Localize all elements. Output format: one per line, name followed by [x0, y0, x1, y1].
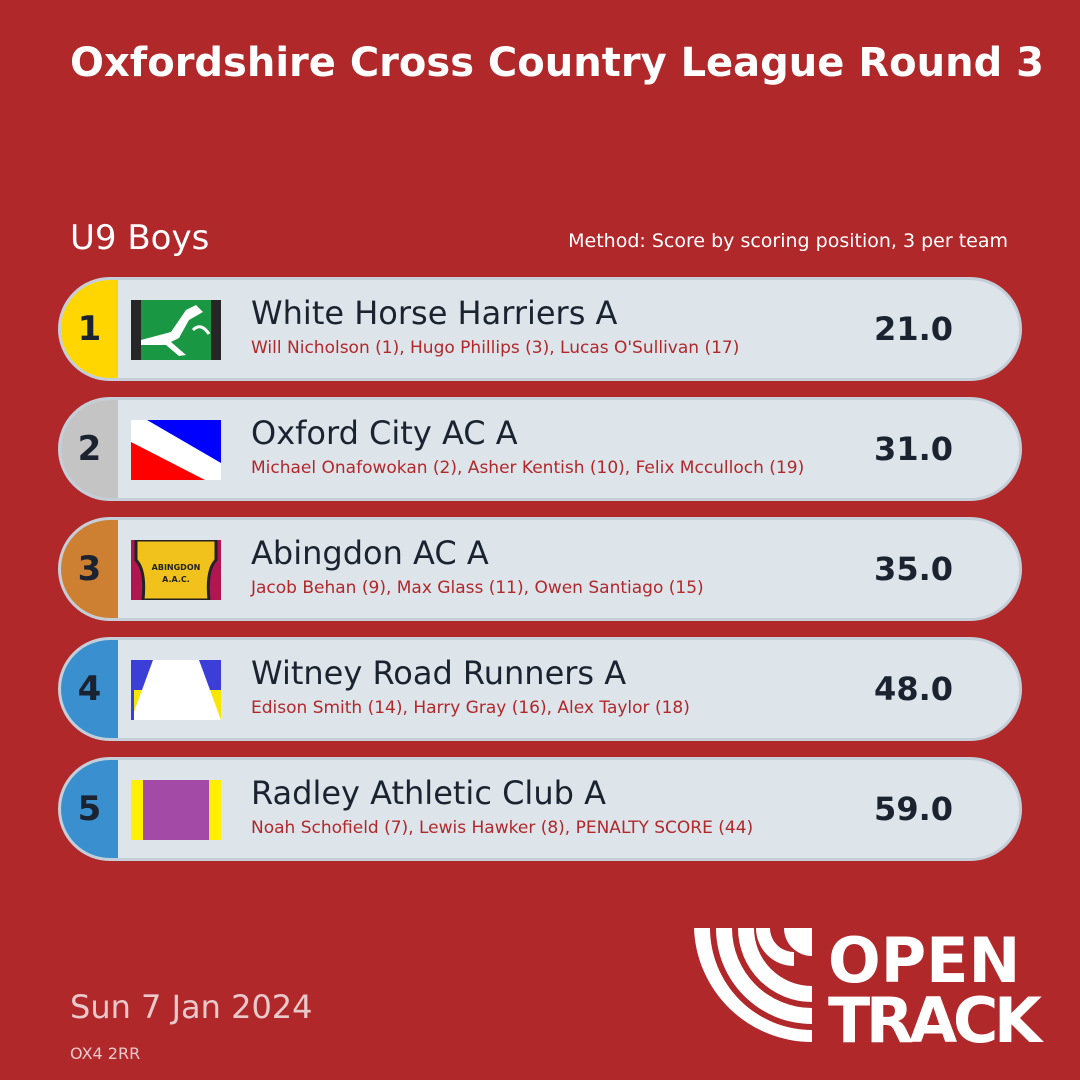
team-row: 4 Witney Road Runners A Edison Smith (14…: [58, 637, 1022, 741]
rank-badge: 2: [61, 400, 118, 498]
team-score: 21.0: [874, 310, 953, 348]
team-flag-icon: [131, 420, 221, 480]
logo-line-open: OPEN: [828, 924, 1020, 997]
scoring-method: Method: Score by scoring position, 3 per…: [568, 230, 1008, 252]
rank-badge: 5: [61, 760, 118, 858]
team-runners: Edison Smith (14), Harry Gray (16), Alex…: [251, 698, 690, 718]
team-runners: Michael Onafowokan (2), Asher Kentish (1…: [251, 458, 805, 478]
team-runners: Jacob Behan (9), Max Glass (11), Owen Sa…: [251, 578, 704, 598]
team-name: Abingdon AC A: [251, 534, 489, 572]
opentrack-logo: OPEN TRACK: [694, 924, 1044, 1044]
team-runners: Noah Schofield (7), Lewis Hawker (8), PE…: [251, 818, 754, 838]
team-score: 35.0: [874, 550, 953, 588]
team-flag-icon: [131, 780, 221, 840]
svg-text:A.A.C.: A.A.C.: [162, 575, 190, 584]
team-score: 48.0: [874, 670, 953, 708]
team-flag-icon: [131, 660, 221, 720]
team-row: 5 Radley Athletic Club A Noah Schofield …: [58, 757, 1022, 861]
rank-badge: 4: [61, 640, 118, 738]
postcode: OX4 2RR: [70, 1044, 141, 1063]
svg-text:ABINGDON: ABINGDON: [152, 563, 201, 572]
team-name: Witney Road Runners A: [251, 654, 627, 692]
team-name: White Horse Harriers A: [251, 294, 618, 332]
team-score: 31.0: [874, 430, 953, 468]
team-runners: Will Nicholson (1), Hugo Phillips (3), L…: [251, 338, 740, 358]
team-name: Oxford City AC A: [251, 414, 518, 452]
rank-badge: 1: [61, 280, 118, 378]
team-name: Radley Athletic Club A: [251, 774, 606, 812]
page-title: Oxfordshire Cross Country League Round 3: [70, 40, 1044, 86]
team-score: 59.0: [874, 790, 953, 828]
team-flag-icon: ABINGDON A.A.C.: [131, 540, 221, 600]
category-label: U9 Boys: [70, 218, 210, 258]
team-flag-icon: [131, 300, 221, 360]
team-row: 3 ABINGDON A.A.C. Abingdon AC A Jacob Beh…: [58, 517, 1022, 621]
team-row: 2 Oxford City AC A Michael Onafowokan (2…: [58, 397, 1022, 501]
logo-line-track: TRACK: [828, 984, 1044, 1044]
rank-badge: 3: [61, 520, 118, 618]
team-row: 1 White Horse Harriers A Will Nicholson …: [58, 277, 1022, 381]
event-date: Sun 7 Jan 2024: [70, 988, 313, 1026]
